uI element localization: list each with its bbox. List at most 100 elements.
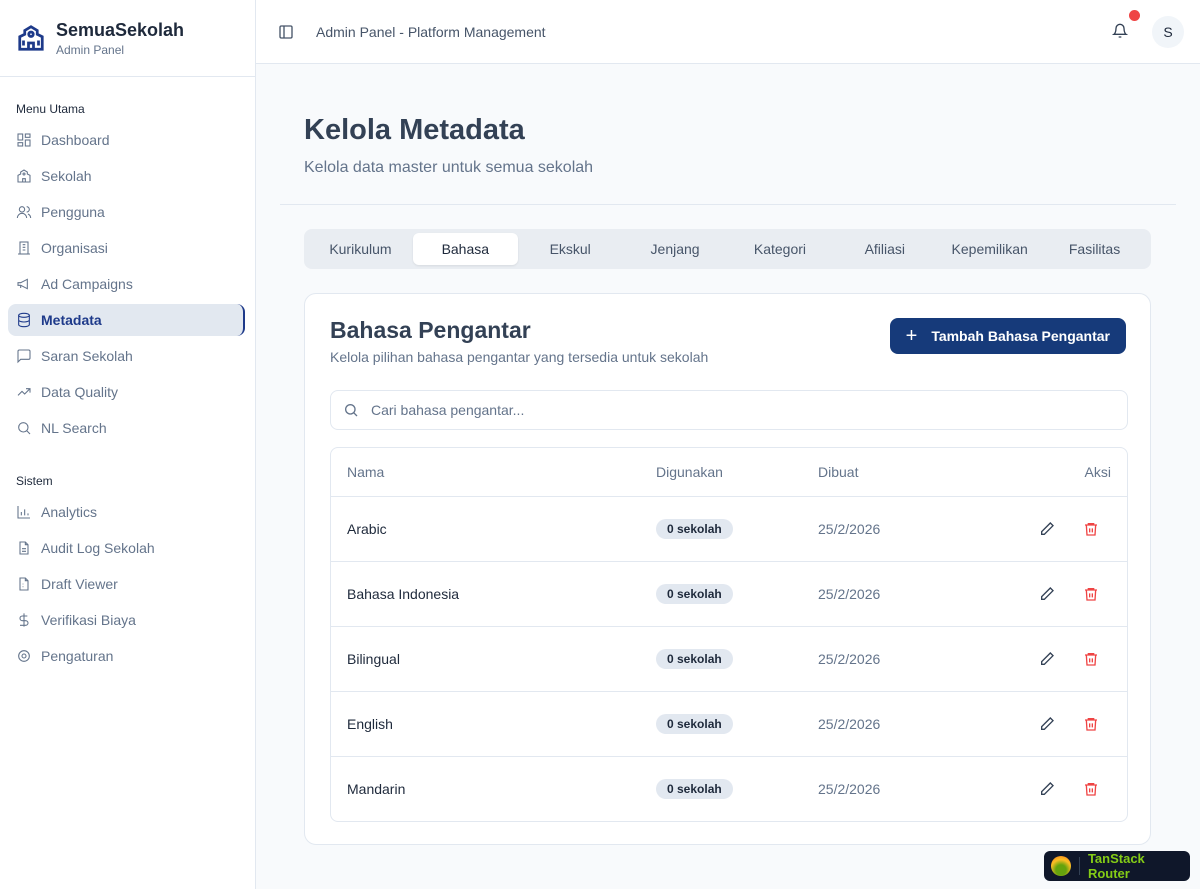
- add-language-label: Tambah Bahasa Pengantar: [931, 328, 1110, 344]
- sidebar-item-draft-viewer[interactable]: Draft Viewer: [8, 568, 245, 600]
- sidebar-item-label: Verifikasi Biaya: [41, 612, 136, 628]
- page-subtitle: Kelola data master untuk semua sekolah: [304, 159, 594, 176]
- sidebar-item-metadata[interactable]: Metadata: [8, 304, 245, 336]
- section-label-system: Sistem: [16, 474, 53, 488]
- sidebar-item-audit-log-sekolah[interactable]: Audit Log Sekolah: [8, 532, 245, 564]
- grid-icon: [17, 133, 31, 147]
- language-name: Mandarin: [347, 781, 406, 797]
- tab-ekskul[interactable]: Ekskul: [549, 241, 591, 257]
- trash-icon[interactable]: [1083, 716, 1099, 732]
- edit-icon[interactable]: [1039, 716, 1055, 732]
- divider: [280, 204, 1176, 205]
- header-created: Dibuat: [818, 464, 859, 480]
- header-used: Digunakan: [656, 464, 723, 480]
- metadata-tabs: Kurikulum Bahasa Ekskul Jenjang Kategori Afil…: [304, 229, 1151, 269]
- notification-dot: [1129, 10, 1140, 21]
- sidebar-item-label: Saran Sekolah: [41, 348, 133, 364]
- language-table: Nama Digunakan Dibuat Aksi Arabic 0 seko…: [330, 447, 1128, 822]
- tab-afiliasi[interactable]: Afiliasi: [864, 241, 906, 257]
- sidebar: SemuaSekolah Admin Panel Menu Utama Dash…: [0, 0, 256, 889]
- sidebar-item-label: Audit Log Sekolah: [41, 540, 155, 556]
- usage-badge: 0 sekolah: [656, 779, 733, 799]
- edit-icon[interactable]: [1039, 651, 1055, 667]
- created-date: 25/2/2026: [818, 651, 881, 667]
- sidebar-item-label: Ad Campaigns: [41, 276, 133, 292]
- trash-icon[interactable]: [1083, 651, 1099, 667]
- sidebar-item-pengguna[interactable]: Pengguna: [8, 196, 245, 228]
- trash-icon[interactable]: [1083, 586, 1099, 602]
- trash-icon[interactable]: [1083, 521, 1099, 537]
- bell-icon[interactable]: [1112, 22, 1128, 40]
- created-date: 25/2/2026: [818, 521, 881, 537]
- usage-badge: 0 sekolah: [656, 584, 733, 604]
- card-description: Kelola pilihan bahasa pengantar yang ter…: [330, 349, 709, 365]
- language-card: Bahasa Pengantar Kelola pilihan bahasa p…: [304, 293, 1151, 845]
- table-row: English 0 sekolah 25/2/2026: [331, 691, 1127, 756]
- tab-kurikulum[interactable]: Kurikulum: [329, 241, 392, 257]
- sidebar-item-label: NL Search: [41, 420, 107, 436]
- created-date: 25/2/2026: [818, 586, 881, 602]
- school-icon: [17, 169, 31, 183]
- usage-badge: 0 sekolah: [656, 714, 733, 734]
- language-name: Bahasa Indonesia: [347, 586, 460, 602]
- usage-badge: 0 sekolah: [656, 649, 733, 669]
- database-icon: [18, 312, 30, 328]
- tanstack-router-devtools-button[interactable]: TanStack Router: [1044, 851, 1190, 881]
- users-icon: [16, 206, 32, 219]
- search-icon: [345, 404, 358, 417]
- sidebar-item-label: Pengaturan: [41, 648, 114, 664]
- sidebar-toggle-icon[interactable]: [278, 24, 294, 40]
- dollar-icon: [19, 613, 29, 627]
- sidebar-item-ad-campaigns[interactable]: Ad Campaigns: [8, 268, 245, 300]
- sidebar-item-pengaturan[interactable]: Pengaturan: [8, 640, 245, 672]
- brand[interactable]: SemuaSekolah Admin Panel: [0, 0, 255, 77]
- building-icon: [18, 241, 30, 255]
- sidebar-item-data-quality[interactable]: Data Quality: [8, 376, 245, 408]
- devtools-label: TanStack Router: [1087, 851, 1145, 881]
- created-date: 25/2/2026: [818, 781, 881, 797]
- sidebar-item-label: Dashboard: [41, 132, 110, 148]
- usage-badge: 0 sekolah: [656, 519, 733, 539]
- search-input[interactable]: [371, 402, 1127, 418]
- avatar[interactable]: S: [1152, 16, 1184, 48]
- file-icon: [19, 541, 29, 555]
- tab-fasilitas[interactable]: Fasilitas: [1068, 241, 1121, 257]
- top-header: Admin Panel - Platform Management S: [256, 0, 1200, 64]
- language-name: English: [347, 716, 393, 732]
- gear-icon: [18, 650, 30, 662]
- language-name: Bilingual: [347, 651, 400, 667]
- sidebar-item-organisasi[interactable]: Organisasi: [8, 232, 245, 264]
- divider: [1078, 857, 1080, 875]
- trending-icon: [17, 388, 31, 396]
- sidebar-item-sekolah[interactable]: Sekolah: [8, 160, 245, 192]
- file-draft-icon: [19, 577, 29, 591]
- sidebar-item-dashboard[interactable]: Dashboard: [8, 124, 245, 156]
- sidebar-item-label: Draft Viewer: [41, 576, 118, 592]
- header-name: Nama: [347, 464, 385, 480]
- school-logo-icon: [18, 25, 44, 51]
- sidebar-item-verifikasi-biaya[interactable]: Verifikasi Biaya: [8, 604, 245, 636]
- sidebar-item-label: Sekolah: [41, 168, 92, 184]
- edit-icon[interactable]: [1039, 586, 1055, 602]
- table-header: Nama Digunakan Dibuat Aksi: [331, 448, 1127, 496]
- sidebar-item-label: Analytics: [41, 504, 98, 520]
- add-language-button[interactable]: + Tambah Bahasa Pengantar: [889, 318, 1126, 354]
- island-logo-icon: [1051, 856, 1071, 876]
- edit-icon[interactable]: [1039, 781, 1055, 797]
- tab-kategori[interactable]: Kategori: [753, 241, 807, 257]
- plus-icon: +: [905, 324, 918, 347]
- tab-jenjang[interactable]: Jenjang: [650, 241, 700, 257]
- tab-kepemilikan[interactable]: Kepemilikan: [951, 241, 1028, 257]
- tab-bahasa[interactable]: Bahasa: [412, 233, 518, 265]
- sidebar-item-saran-sekolah[interactable]: Saran Sekolah: [8, 340, 245, 372]
- sidebar-item-nl-search[interactable]: NL Search: [8, 412, 245, 444]
- sidebar-item-label: Data Quality: [41, 384, 119, 400]
- search-icon: [18, 422, 31, 435]
- chart-icon: [17, 506, 30, 519]
- page-title: Kelola Metadata: [304, 114, 525, 146]
- edit-icon[interactable]: [1039, 521, 1055, 537]
- message-icon: [17, 349, 31, 364]
- trash-icon[interactable]: [1083, 781, 1099, 797]
- sidebar-item-analytics[interactable]: Analytics: [8, 496, 245, 528]
- table-row: Bahasa Indonesia 0 sekolah 25/2/2026: [331, 561, 1127, 626]
